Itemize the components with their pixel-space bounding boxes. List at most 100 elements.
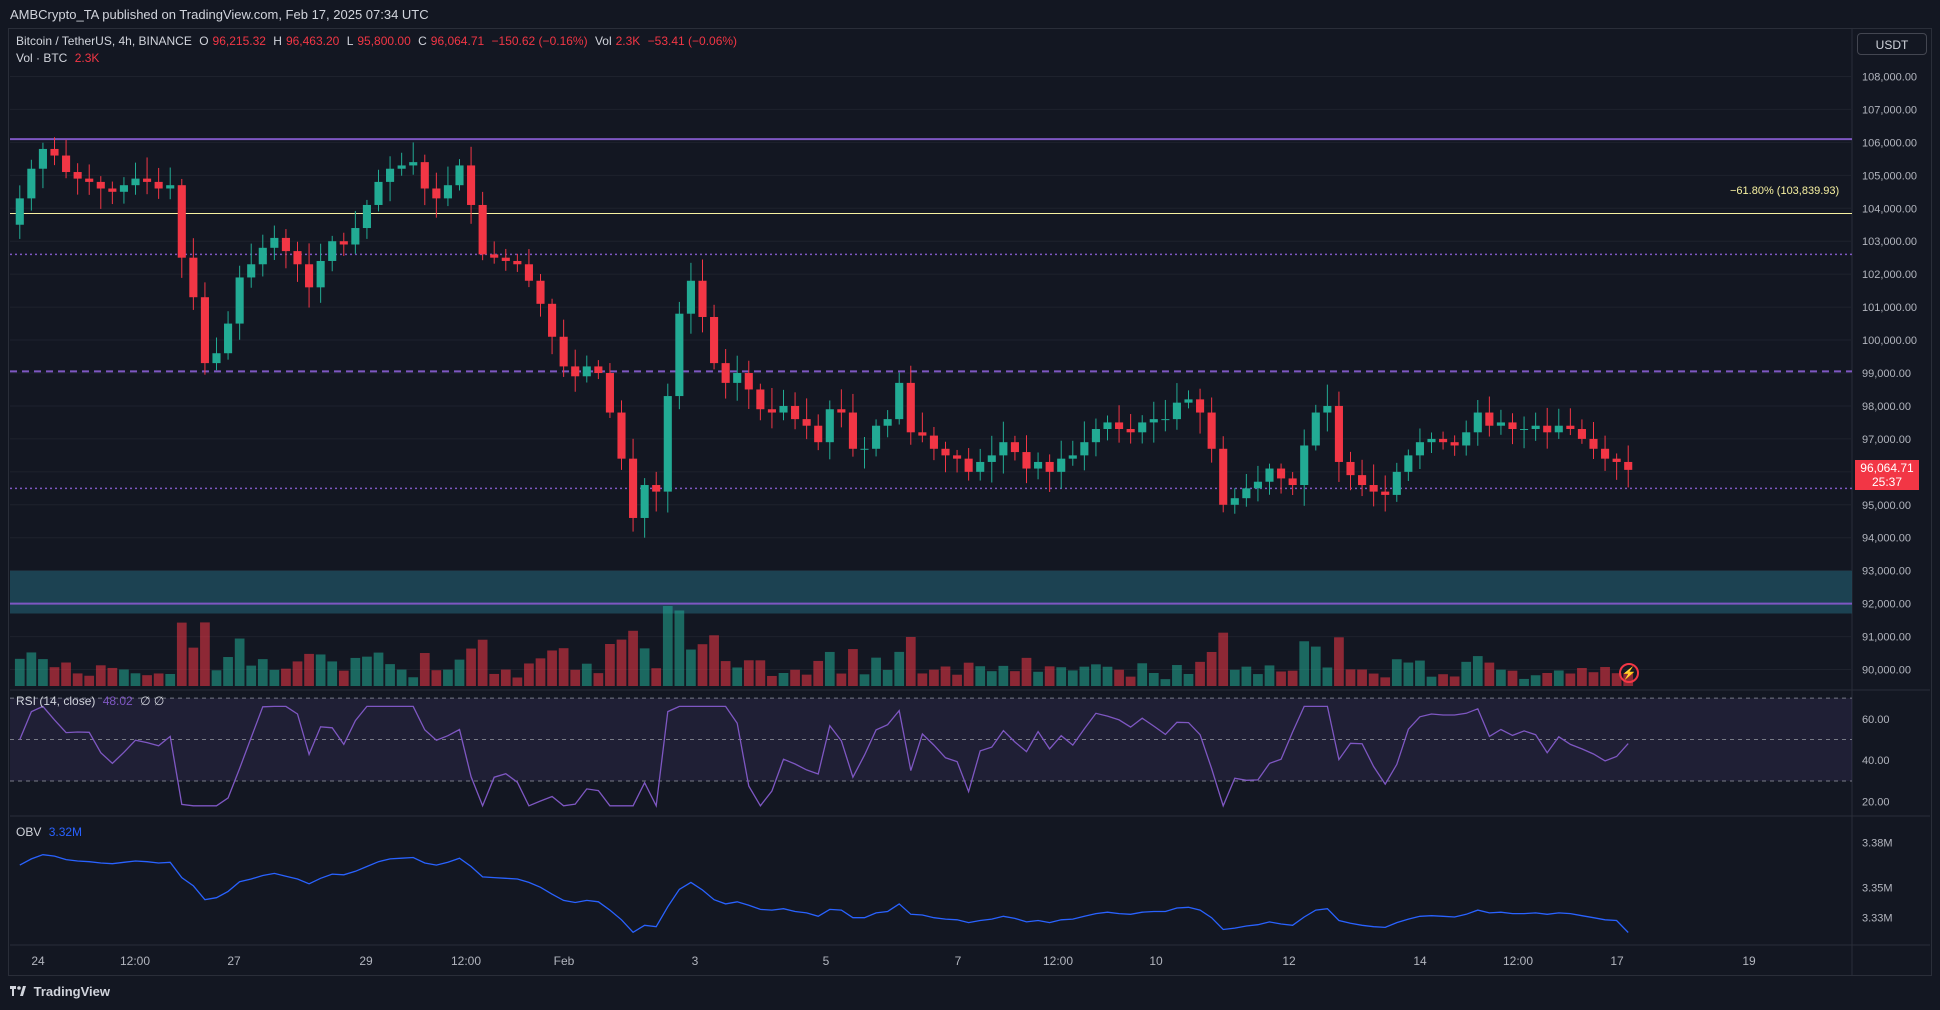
candle-body [686, 280, 695, 314]
volume-bar [1391, 659, 1402, 686]
close-value: 96,064.71 [430, 34, 485, 48]
candle-body [860, 448, 869, 450]
price-tick-label: 90,000.00 [1862, 665, 1911, 677]
price-tick-label: 103,000.00 [1862, 236, 1917, 248]
change-value: −150.62 (−0.16%) [491, 34, 588, 48]
candle-body [1103, 422, 1112, 430]
candle-body [825, 409, 834, 443]
volume-bar [257, 659, 268, 686]
candle-body [62, 155, 71, 173]
volume-bar [269, 669, 280, 686]
candle-body [1288, 478, 1297, 486]
volume-bar [732, 667, 743, 686]
time-tick-label: Feb [554, 954, 575, 968]
volume-legend-label: Vol · BTC [16, 51, 68, 65]
candle-body [478, 204, 487, 255]
candle-body [1265, 468, 1274, 482]
rsi-legend[interactable]: RSI (14, close) 48.02 ∅ ∅ [16, 694, 168, 708]
lightning-icon[interactable]: ⚡ [1619, 663, 1639, 683]
candle-body [1091, 429, 1100, 443]
candle-body [848, 412, 857, 449]
volume-bar [894, 651, 905, 686]
candle-body [663, 396, 672, 492]
rsi-legend-extra: ∅ ∅ [140, 694, 165, 708]
volume-bar [107, 667, 118, 686]
candle-body [177, 185, 186, 258]
volume-bar [49, 667, 60, 686]
volume-legend[interactable]: Vol · BTC 2.3K [16, 51, 103, 65]
volume-bar [1472, 656, 1483, 686]
candle-body [964, 458, 973, 472]
candle-body [1115, 422, 1124, 430]
volume-bar [1530, 675, 1541, 686]
volume-bar [119, 669, 129, 686]
volume-bar [130, 673, 141, 686]
price-tick-label: 94,000.00 [1862, 533, 1911, 545]
candle-body [1543, 425, 1552, 433]
volume-bar [1310, 646, 1321, 686]
chart-frame[interactable] [8, 28, 1932, 976]
candle-body [1566, 425, 1575, 430]
candle-body [767, 409, 776, 413]
volume-bar [338, 670, 349, 686]
open-value: 96,215.32 [212, 34, 266, 48]
candle-body [1230, 498, 1239, 505]
rsi-line [19, 705, 1629, 809]
volume-bar [1542, 672, 1553, 686]
candle-body [1381, 491, 1390, 495]
candle-body [1242, 488, 1251, 499]
candle-body [652, 485, 661, 492]
candle-body [1508, 422, 1517, 430]
volume-bar [396, 669, 407, 686]
volume-bar [466, 648, 476, 686]
volume-bar [639, 648, 650, 686]
candle-body [432, 188, 441, 199]
candle-body [467, 165, 476, 205]
candle-body [1450, 442, 1459, 446]
volume-bar [1183, 673, 1194, 686]
volume-bar [1276, 671, 1286, 686]
time-tick-label: 12 [1282, 954, 1296, 968]
candle-body [1126, 429, 1135, 433]
candle-body [1589, 438, 1598, 449]
volume-bar [1553, 670, 1564, 686]
obv-legend[interactable]: OBV 3.32M [16, 825, 86, 839]
currency-unit-button[interactable]: USDT [1857, 33, 1927, 55]
time-tick-label: 27 [227, 954, 241, 968]
candle-body [409, 162, 418, 166]
volume-bar [778, 672, 789, 686]
volume-bar [720, 661, 731, 686]
volume-bar [917, 673, 928, 686]
volume-bar [1172, 665, 1182, 686]
time-tick-label: 24 [31, 954, 45, 968]
time-tick-label: 10 [1149, 954, 1163, 968]
candle-body [490, 254, 499, 258]
footer-brand-name: TradingView [33, 984, 110, 999]
volume-bar [1484, 662, 1495, 686]
volume-bar [1241, 666, 1252, 686]
volume-bar [1345, 669, 1356, 686]
candle-body [524, 264, 533, 281]
candle-body [1253, 481, 1262, 489]
volume-bar [1067, 670, 1078, 686]
footer-brand[interactable]: TradingView [10, 984, 110, 999]
candle-body [582, 366, 591, 377]
tradingview-logo-icon [10, 986, 26, 996]
candle-body [200, 297, 209, 364]
volume-bar [489, 673, 500, 686]
volume-bar [385, 664, 395, 686]
volume-bar [176, 622, 187, 686]
time-tick-label: 3 [692, 954, 699, 968]
candle-body [698, 280, 707, 317]
volume-bar [1033, 671, 1043, 686]
candle-body [1149, 419, 1158, 423]
close-key: C [418, 34, 427, 48]
price-tick-label: 105,000.00 [1862, 170, 1917, 182]
symbol-name[interactable]: Bitcoin / TetherUS, 4h, BINANCE [16, 34, 192, 48]
volume-bar [697, 644, 708, 686]
volume-bar [558, 648, 569, 686]
volume-bar [1611, 673, 1622, 686]
volume-bar [524, 663, 534, 686]
candle-body [119, 185, 128, 192]
